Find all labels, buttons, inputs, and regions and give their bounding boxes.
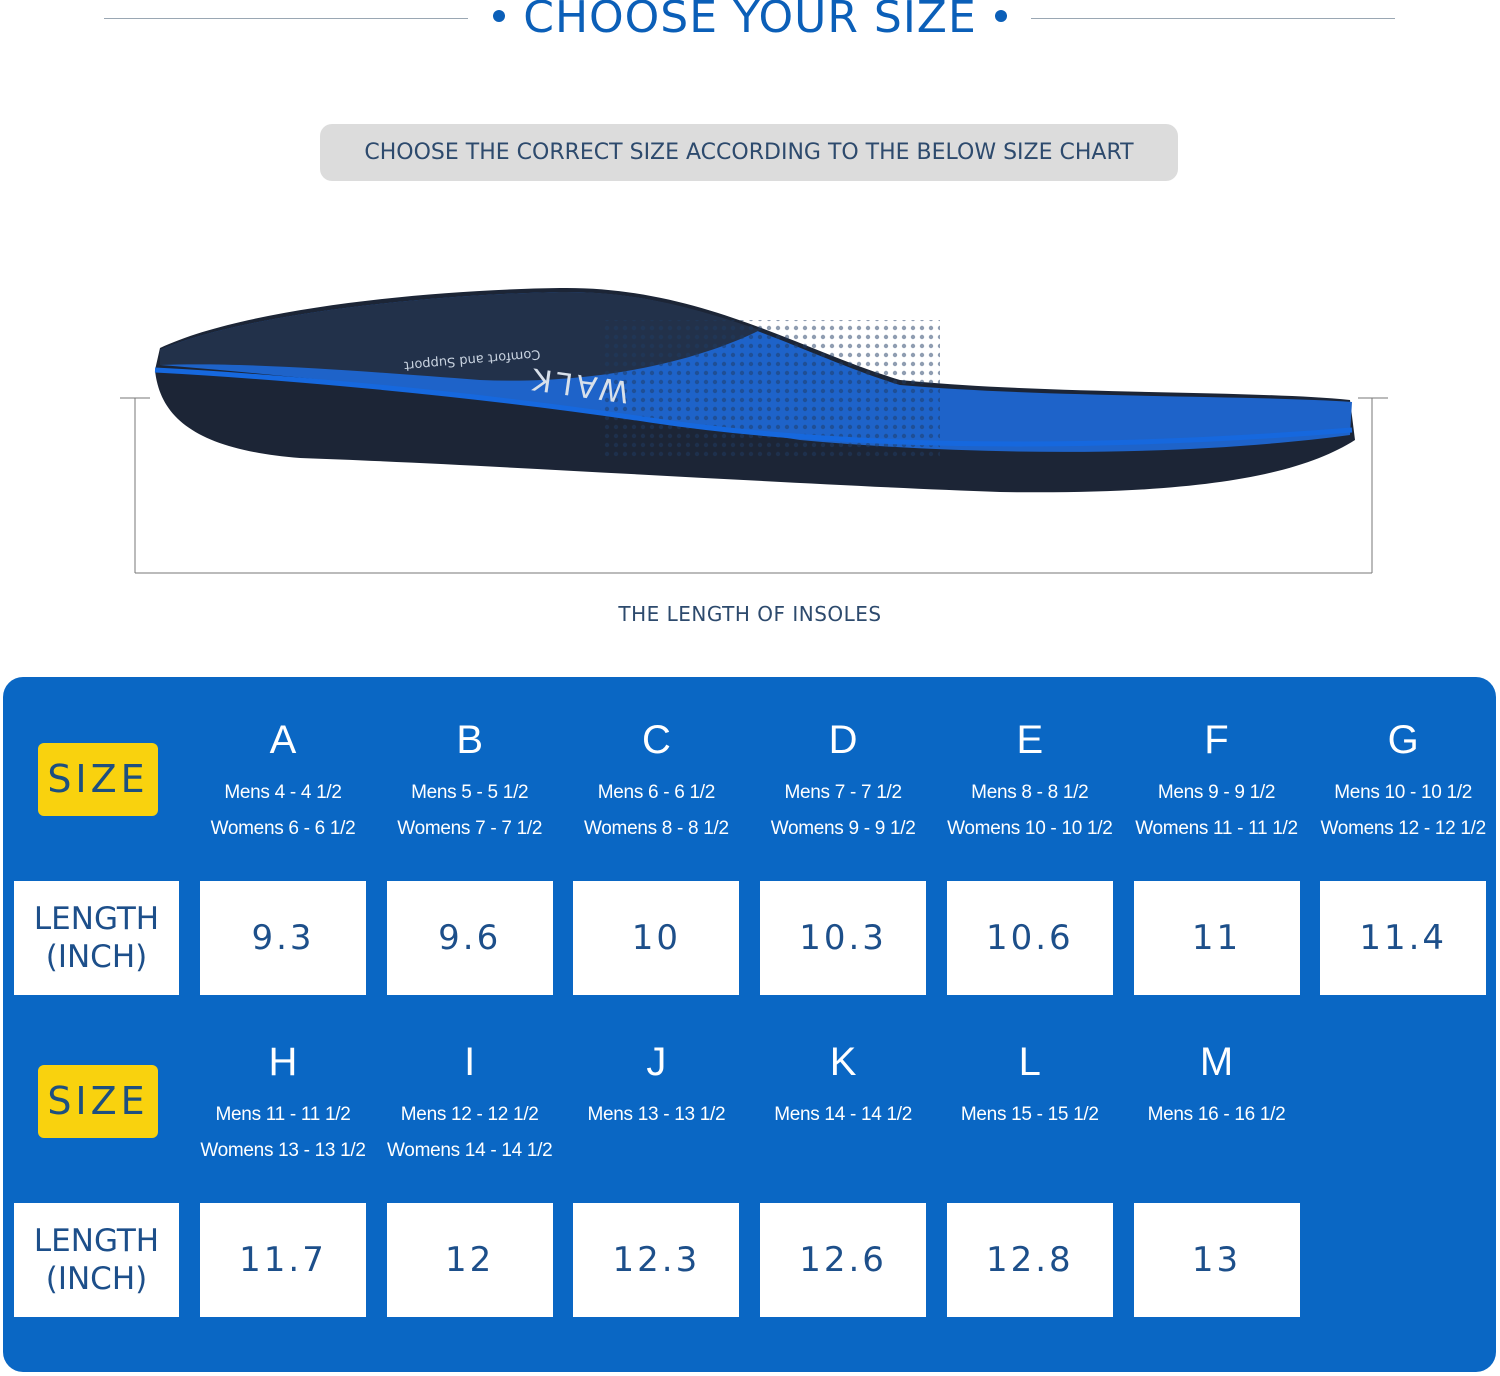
- length-label-text: LENGTH: [33, 1223, 160, 1259]
- womens-size-range: Womens 14 - 14 1/2: [387, 1140, 553, 1161]
- size-letter: H: [268, 1040, 298, 1084]
- size-letter: M: [1199, 1040, 1234, 1084]
- womens-size-range: Womens 11 - 11 1/2: [1135, 818, 1298, 839]
- size-letter: D: [828, 718, 858, 762]
- mens-size-range: Mens 4 - 4 1/2: [224, 782, 342, 803]
- page-title: CHOOSE YOUR SIZE: [0, 0, 1500, 43]
- womens-size-range: Womens 8 - 8 1/2: [583, 818, 729, 839]
- size-letter: F: [1204, 718, 1229, 762]
- length-value-cell: 12.8: [946, 1203, 1113, 1317]
- title-rule-right: [1031, 18, 1395, 19]
- length-value-cell: 12.3: [573, 1203, 740, 1317]
- womens-size-range: Womens 12 - 12 1/2: [1320, 818, 1487, 839]
- length-value-cell: 9.3: [200, 881, 366, 995]
- size-letter: G: [1387, 718, 1419, 762]
- length-value-cell: 11.7: [200, 1203, 366, 1317]
- mens-size-range: Mens 15 - 15 1/2: [960, 1104, 1099, 1125]
- insole-length-caption: THE LENGTH OF INSOLES: [618, 602, 882, 626]
- length-label-text: (INCH): [45, 1261, 148, 1297]
- womens-size-range: Womens 9 - 9 1/2: [770, 818, 916, 839]
- mens-size-range: Mens 11 - 11 1/2: [215, 1104, 351, 1125]
- mens-size-range: Mens 9 - 9 1/2: [1157, 782, 1276, 803]
- size-badge: SIZE: [38, 743, 158, 816]
- insole-image: Comfort and Support WALK: [120, 287, 1388, 574]
- page-title-text: CHOOSE YOUR SIZE: [523, 0, 977, 43]
- bullet-icon: [994, 10, 1007, 22]
- womens-size-range: Womens 6 - 6 1/2: [210, 818, 356, 839]
- length-value-cell: 11: [1133, 881, 1300, 995]
- length-label-cell: LENGTH (INCH): [14, 881, 179, 995]
- size-letter: J: [646, 1040, 667, 1084]
- length-value-cell: 12: [386, 1203, 553, 1317]
- womens-size-range: Womens 10 - 10 1/2: [947, 818, 1113, 839]
- length-label-text: (INCH): [45, 939, 148, 975]
- size-letter: B: [456, 718, 484, 762]
- size-letter: A: [269, 718, 297, 762]
- length-value-cell: 12.6: [760, 1203, 927, 1317]
- size-letter: K: [829, 1040, 857, 1084]
- title-rule-left: [104, 18, 468, 19]
- size-letter: E: [1016, 718, 1044, 762]
- length-value-cell: 13: [1133, 1203, 1300, 1317]
- mens-size-range: Mens 8 - 8 1/2: [971, 782, 1089, 803]
- length-value-cell: 10.3: [760, 881, 927, 995]
- mens-size-range: Mens 10 - 10 1/2: [1334, 782, 1473, 803]
- mens-size-range: Mens 5 - 5 1/2: [411, 782, 529, 803]
- mens-size-range: Mens 6 - 6 1/2: [597, 782, 716, 803]
- size-letter: C: [641, 718, 671, 762]
- mens-size-range: Mens 14 - 14 1/2: [774, 1104, 912, 1125]
- subtitle-banner: CHOOSE THE CORRECT SIZE ACCORDING TO THE…: [320, 124, 1178, 181]
- size-badge: SIZE: [38, 1065, 158, 1138]
- length-value-cell: 11.4: [1320, 881, 1487, 995]
- size-letter: L: [1018, 1040, 1041, 1084]
- womens-size-range: Womens 7 - 7 1/2: [397, 818, 543, 839]
- length-label-cell: LENGTH (INCH): [14, 1203, 179, 1317]
- mens-size-range: Mens 13 - 13 1/2: [587, 1104, 726, 1125]
- length-value-cell: 10: [573, 881, 740, 995]
- mens-size-range: Mens 7 - 7 1/2: [784, 782, 902, 803]
- bullet-icon: [493, 10, 506, 22]
- size-letter: I: [464, 1040, 476, 1084]
- length-value-cell: 9.6: [386, 881, 553, 995]
- length-value-cell: 10.6: [946, 881, 1113, 995]
- mens-size-range: Mens 12 - 12 1/2: [400, 1104, 539, 1125]
- womens-size-range: Womens 13 - 13 1/2: [200, 1140, 366, 1161]
- length-label-text: LENGTH: [33, 901, 160, 937]
- mens-size-range: Mens 16 - 16 1/2: [1147, 1104, 1286, 1125]
